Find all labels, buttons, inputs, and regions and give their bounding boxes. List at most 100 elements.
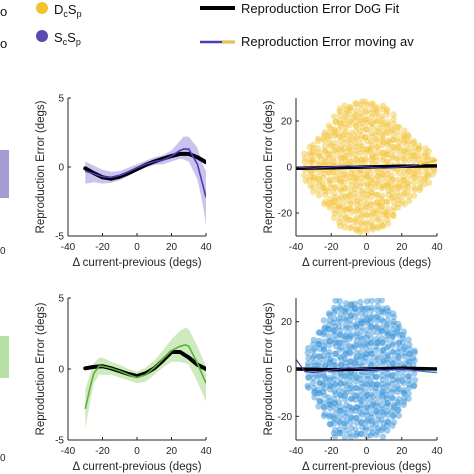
data-point [384,359,392,367]
data-point [400,328,408,335]
data-point [369,153,376,161]
data-point [358,98,366,105]
data-point [364,418,371,425]
data-point [336,418,343,425]
data-point [422,145,429,152]
data-point [358,418,365,425]
data-point [378,351,385,358]
data-point [305,354,312,362]
data-point [342,346,349,353]
data-point [410,139,417,147]
data-point [378,372,385,379]
data-point [332,400,339,407]
data-point [330,414,338,421]
data-point [390,120,397,128]
data-point [346,224,354,232]
data-point [353,385,360,392]
data-point [405,377,413,384]
data-point [364,212,371,219]
data-point [321,160,329,168]
data-point [310,336,318,344]
x-tick-label: -40 [289,242,304,253]
data-point [347,395,355,403]
data-point [346,216,353,223]
data-point [342,309,349,316]
data-point [368,189,376,196]
data-point [394,376,401,383]
data-point [336,105,344,112]
data-point [342,389,350,397]
data-point [342,148,349,156]
data-point [395,401,402,408]
data-point [304,349,311,356]
data-point [331,336,339,343]
data-point [351,359,359,367]
data-point [337,355,345,362]
data-point [353,135,360,142]
data-point [374,125,382,132]
data-point [336,429,344,437]
data-point [394,156,401,164]
data-point [341,423,349,430]
data-point [389,376,397,383]
data-point [368,403,375,411]
data-point [342,170,349,177]
data-point [358,430,365,437]
data-point [395,193,402,200]
data-point [357,387,365,394]
data-point [358,113,365,120]
data-point [389,127,396,134]
data-point [341,224,348,231]
data-point [320,345,328,353]
data-point [346,158,354,166]
data-point [383,128,391,135]
data-point [316,178,323,186]
data-point [374,394,382,401]
data-point [320,412,328,420]
data-point [337,147,345,154]
data-point [379,183,386,191]
data-point [373,143,381,151]
data-point [342,322,349,329]
data-point [358,143,366,150]
data-point [348,301,355,308]
data-point [411,347,418,354]
data-point [401,353,408,360]
data-point [368,130,375,137]
data-point [331,399,338,406]
data-point [331,210,338,217]
data-point [405,384,412,392]
data-point [315,403,322,410]
data-point [357,342,365,350]
data-point [379,339,386,347]
data-point [341,171,348,179]
data-point [320,184,327,191]
data-point [342,350,349,357]
data-point [346,385,354,392]
data-point [363,404,371,411]
data-point [395,348,402,356]
data-point [405,193,413,200]
data-point [395,340,402,347]
panel-top-right-marks [296,98,437,236]
panel-bottom-right: -40 -20 0 20 40 20 0 -20 Δ current-previous (deg… [263,298,443,473]
plot-area [296,98,437,236]
moving-average-line [85,148,206,198]
data-point [310,347,317,355]
data-point [353,227,360,234]
data-point [321,392,328,399]
x-axis-label: Δ current-previous (degs) [72,257,201,269]
data-point [353,214,360,221]
data-point [362,157,370,164]
data-point [320,184,327,192]
data-point [384,121,392,128]
data-point [389,188,396,196]
panel-bottom-middle-axes: -40 -20 0 20 40 5 0 -5 Δ current-previous (degs)… [35,294,212,474]
data-point [309,354,317,361]
data-point [357,349,364,356]
data-point [315,159,322,166]
data-point [315,353,322,360]
data-point [352,133,359,140]
data-point [342,305,350,312]
data-point [363,191,370,198]
